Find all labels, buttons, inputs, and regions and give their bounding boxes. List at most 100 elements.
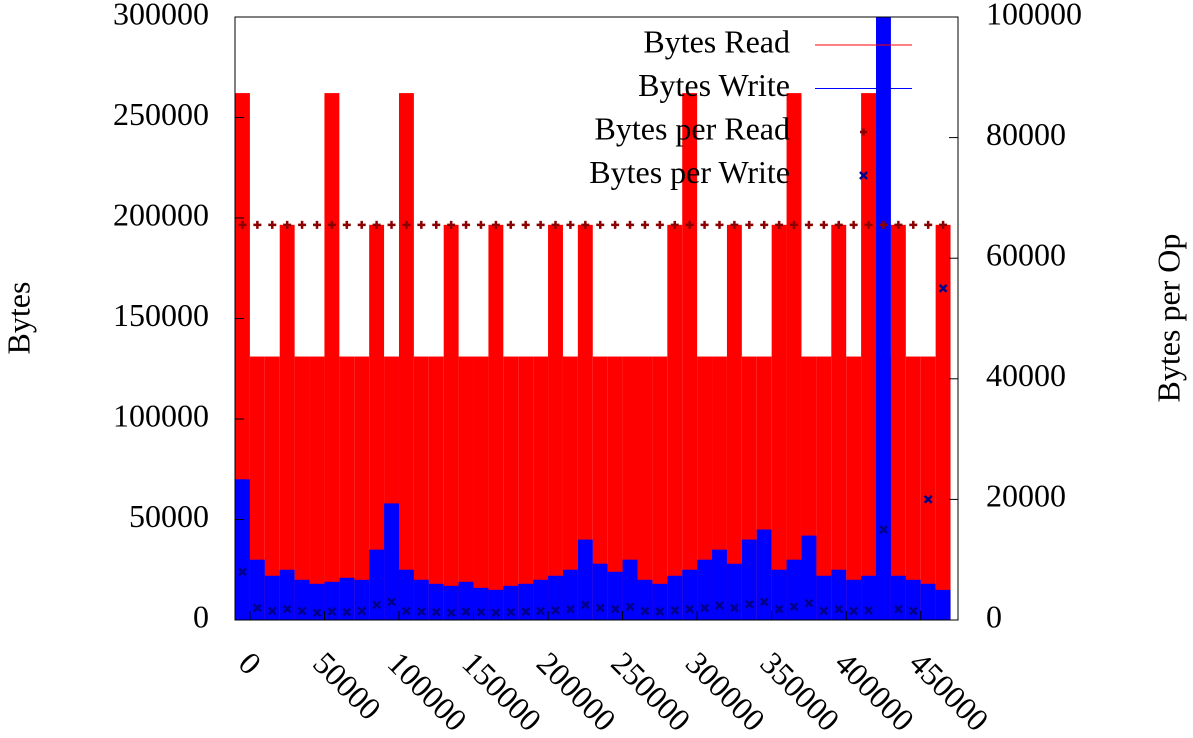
y2-tick-label: 40000 <box>986 357 1066 393</box>
x-tick-label: 50000 <box>306 645 388 727</box>
x-tick-label: 0 <box>232 645 269 682</box>
impulse <box>443 224 459 620</box>
impulse <box>518 356 534 620</box>
point <box>431 607 441 617</box>
impulse <box>652 583 668 620</box>
impulse <box>339 356 355 620</box>
impulse <box>279 569 295 620</box>
impulse <box>816 356 832 620</box>
impulse <box>577 539 593 620</box>
point <box>774 604 784 614</box>
point <box>476 220 485 229</box>
impulse <box>562 356 578 620</box>
impulse <box>413 579 429 620</box>
point <box>536 606 545 616</box>
point <box>432 220 441 229</box>
impulse <box>712 549 727 620</box>
impulse <box>518 583 534 620</box>
point <box>372 600 382 610</box>
point <box>491 220 500 229</box>
impulse <box>324 93 340 620</box>
impulse <box>548 575 563 620</box>
point <box>685 220 694 229</box>
impulse <box>756 529 772 620</box>
impulse <box>309 356 325 620</box>
point <box>938 283 948 293</box>
impulse <box>861 93 877 620</box>
point <box>908 606 918 616</box>
x-tick-label: 250000 <box>604 645 697 738</box>
point <box>610 604 620 614</box>
impulse <box>548 224 563 620</box>
point <box>238 220 247 229</box>
impulse <box>384 503 399 620</box>
point <box>670 605 680 615</box>
point <box>581 220 590 229</box>
impulse <box>801 535 817 620</box>
point <box>760 220 769 229</box>
point <box>461 607 471 616</box>
y-tick-label: 50000 <box>129 498 209 534</box>
impulse <box>876 17 891 620</box>
point <box>670 220 679 229</box>
point <box>416 607 426 616</box>
point <box>655 220 664 229</box>
point <box>342 220 351 229</box>
y-tick-label: 100000 <box>113 397 209 433</box>
point <box>715 220 724 229</box>
legend-swatch <box>860 128 867 136</box>
y-axis-label: Bytes <box>0 282 36 355</box>
impulse <box>294 579 310 620</box>
legend-label: Bytes Write <box>638 67 790 103</box>
impulse <box>503 356 519 620</box>
legend-swatch <box>859 171 868 180</box>
point <box>521 220 530 229</box>
x-tick-label: 350000 <box>754 645 847 738</box>
point <box>939 220 948 229</box>
point <box>506 607 516 617</box>
impulse <box>935 224 951 620</box>
point <box>730 603 739 613</box>
point <box>700 603 709 613</box>
point <box>491 608 501 618</box>
point <box>864 220 873 229</box>
point <box>357 220 366 229</box>
point <box>462 220 471 229</box>
point <box>551 220 560 229</box>
point <box>298 220 307 229</box>
impulse <box>741 539 757 620</box>
point <box>506 220 515 229</box>
x-tick-label: 400000 <box>828 645 921 738</box>
y2-tick-label: 60000 <box>986 237 1066 273</box>
impulse <box>592 563 608 620</box>
point <box>685 604 695 614</box>
plot-area <box>235 17 951 620</box>
point <box>536 220 545 229</box>
point <box>268 220 277 229</box>
point <box>655 607 665 616</box>
impulse <box>369 224 385 620</box>
y-tick-label: 0 <box>193 598 209 634</box>
point <box>253 220 262 229</box>
impulse <box>697 559 713 620</box>
point <box>580 600 590 610</box>
point <box>417 220 426 229</box>
impulse <box>562 569 578 620</box>
point <box>252 603 262 613</box>
impulse <box>771 224 787 620</box>
impulse <box>697 356 713 620</box>
impulse <box>398 569 414 620</box>
impulse <box>622 356 638 620</box>
point <box>849 220 858 229</box>
x-tick-label: 100000 <box>381 645 474 738</box>
point <box>402 606 411 616</box>
y2-tick-label: 100000 <box>986 0 1082 31</box>
point <box>745 220 754 229</box>
point <box>640 220 649 229</box>
impulse <box>443 585 459 620</box>
point <box>312 220 321 229</box>
impulse <box>354 579 370 620</box>
impulse <box>473 587 489 620</box>
point <box>566 220 575 229</box>
impulse <box>771 569 787 620</box>
